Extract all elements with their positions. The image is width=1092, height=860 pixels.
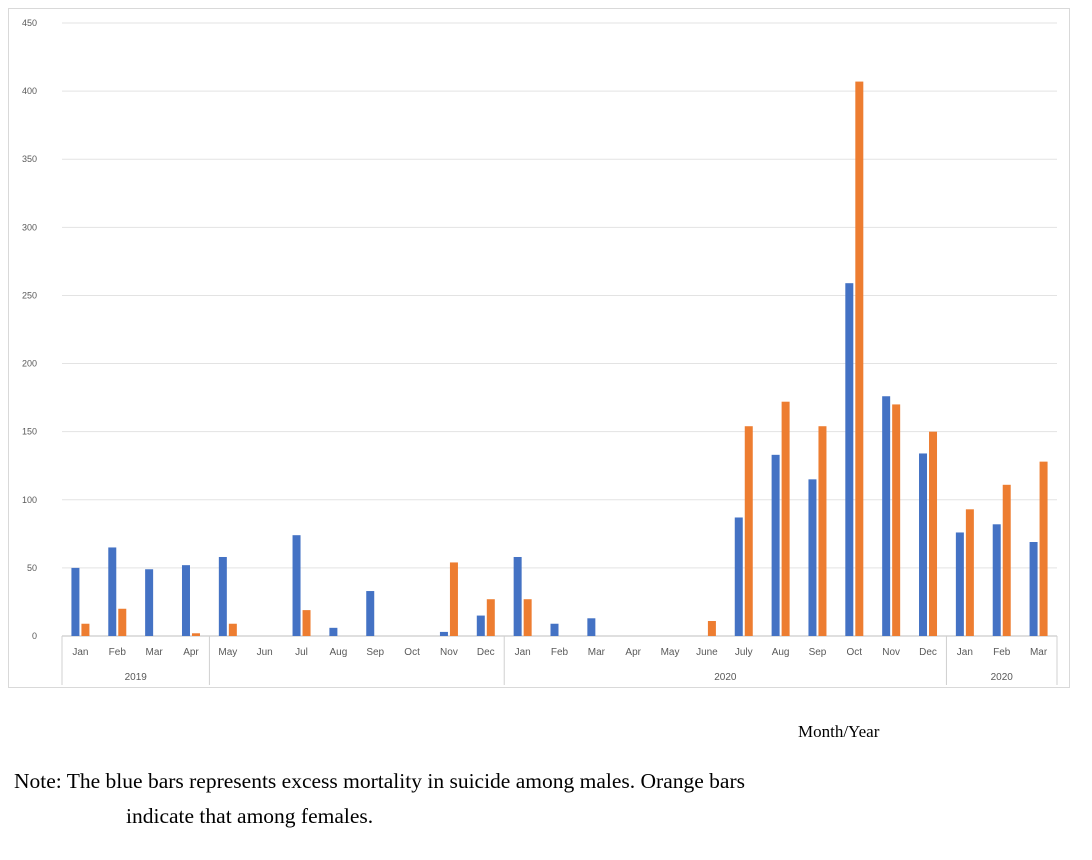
bar-series-1 — [108, 547, 117, 636]
y-tick-label: 450 — [22, 18, 37, 28]
bar-series-1 — [218, 556, 227, 636]
y-tick-label: 200 — [22, 359, 37, 369]
bar-series-2 — [191, 633, 200, 636]
note-line-2: indicate that among females. — [126, 804, 374, 828]
x-tick-label: Feb — [551, 647, 569, 658]
x-tick-label: Sep — [366, 647, 384, 658]
bar-series-1 — [1029, 542, 1038, 636]
bar-series-1 — [329, 627, 338, 636]
x-tick-label: July — [735, 647, 753, 658]
bar-series-1 — [808, 479, 817, 636]
bar-series-1 — [71, 567, 80, 636]
x-tick-label: Apr — [625, 647, 641, 658]
bar-series-1 — [476, 615, 485, 636]
bar-series-2 — [707, 621, 716, 636]
x-tick-label: Nov — [882, 647, 900, 658]
bar-series-2 — [302, 610, 311, 636]
bar-series-2 — [81, 623, 90, 636]
bar-series-1 — [587, 618, 596, 636]
bar-series-2 — [449, 562, 458, 636]
bar-series-1 — [919, 453, 928, 636]
x-tick-label: Jan — [72, 647, 88, 658]
bar-series-1 — [513, 556, 522, 636]
chart-svg: 0 50 100 150 200 250 300 350 400 450 Jan Feb Mar Apr M… — [22, 18, 1058, 685]
y-tick-label: 350 — [22, 154, 37, 164]
y-tick-label: 250 — [22, 290, 37, 300]
bar-series-2 — [818, 426, 827, 636]
bar-series-2 — [744, 426, 753, 636]
x-tick-label: June — [696, 647, 718, 658]
y-tick-label: 50 — [27, 563, 37, 573]
bar-series-1 — [882, 396, 891, 636]
bar-series-1 — [734, 517, 743, 636]
bar-series-2 — [228, 623, 237, 636]
x-group-label: 2019 — [125, 672, 148, 683]
x-tick-label: Oct — [404, 647, 420, 658]
note-line-1: Note: The blue bars represents excess mo… — [14, 769, 745, 793]
bar-series-2 — [1002, 484, 1011, 636]
bar-series-1 — [771, 454, 780, 636]
x-tick-label: Jul — [295, 647, 308, 658]
bar-series-1 — [145, 569, 154, 636]
x-tick-label: May — [218, 647, 237, 658]
bar-series-1 — [439, 631, 448, 636]
bar-series-2 — [486, 599, 495, 636]
bar-series-1 — [550, 623, 559, 636]
y-tick-label: 100 — [22, 495, 37, 505]
x-group-label: 2020 — [714, 672, 737, 683]
bar-series-2 — [118, 608, 127, 636]
y-tick-label: 0 — [32, 631, 37, 641]
bar-series-1 — [181, 565, 190, 636]
bar-series-2 — [929, 431, 938, 636]
x-tick-label: Aug — [772, 647, 790, 658]
x-tick-label: Oct — [847, 647, 863, 658]
bar-series-1 — [955, 532, 964, 636]
x-tick-label: Sep — [809, 647, 827, 658]
bar-series-1 — [992, 524, 1001, 636]
bar-series-2 — [892, 404, 901, 636]
y-tick-label: 150 — [22, 427, 37, 437]
x-tick-label: Dec — [919, 647, 937, 658]
x-tick-label: Dec — [477, 647, 495, 658]
bar-series-1 — [366, 591, 375, 636]
bar-series-2 — [855, 81, 864, 636]
x-tick-label: Feb — [993, 647, 1011, 658]
bar-series-2 — [781, 401, 790, 636]
x-tick-label: Mar — [146, 647, 164, 658]
x-axis-label: Month/Year — [798, 722, 880, 741]
figure-note: Note: The blue bars represents excess mo… — [14, 764, 1088, 834]
x-tick-label: May — [661, 647, 680, 658]
x-tick-label: Jan — [957, 647, 973, 658]
x-tick-label: Jun — [257, 647, 273, 658]
bar-series-2 — [523, 599, 532, 636]
bar-series-2 — [1039, 461, 1048, 636]
y-tick-label: 400 — [22, 86, 37, 96]
x-tick-label: Mar — [588, 647, 606, 658]
x-tick-label: Feb — [109, 647, 127, 658]
bar-series-2 — [965, 509, 974, 636]
x-tick-label: Nov — [440, 647, 458, 658]
bar-series-1 — [845, 283, 854, 636]
x-tick-label: Aug — [329, 647, 347, 658]
chart-frame: 0 50 100 150 200 250 300 350 400 450 Jan Feb Mar Apr M… — [8, 8, 1070, 688]
x-tick-label: Jan — [515, 647, 531, 658]
x-group-label: 2020 — [991, 672, 1014, 683]
x-tick-label: Apr — [183, 647, 199, 658]
bar-series-1 — [292, 535, 301, 636]
x-tick-label: Mar — [1030, 647, 1048, 658]
y-tick-label: 300 — [22, 222, 37, 232]
